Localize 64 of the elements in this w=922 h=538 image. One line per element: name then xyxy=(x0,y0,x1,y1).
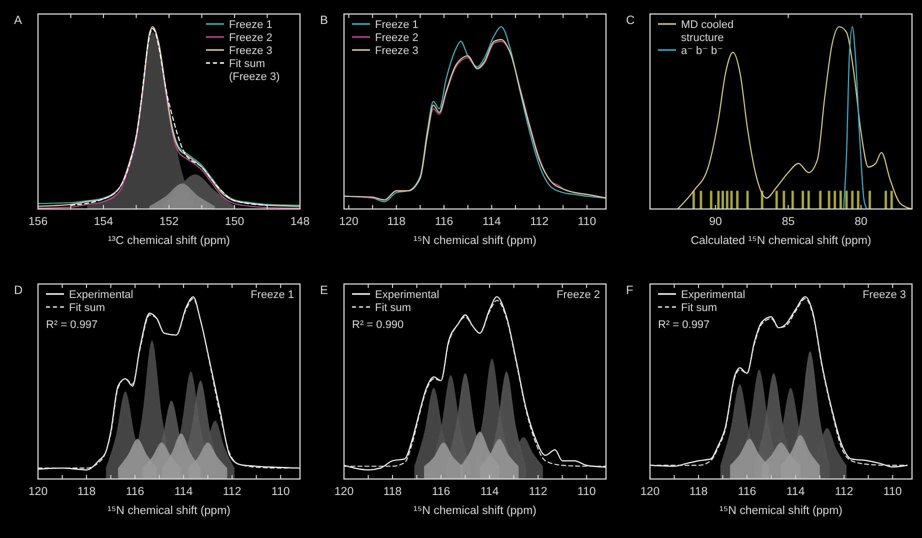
legend-label: a⁻ b⁻ b⁻ xyxy=(681,45,724,57)
x-tick-label: 85 xyxy=(782,216,795,228)
x-tick-label: 112 xyxy=(528,486,548,498)
legend-label: Freeze 3 xyxy=(375,45,418,57)
chart-title: E xyxy=(320,283,328,297)
chart-title: A xyxy=(14,13,22,27)
x-tick-label: 118 xyxy=(77,486,96,498)
x-axis-title: ¹⁵N chemical shift (ppm) xyxy=(720,505,843,517)
x-tick-label: 114 xyxy=(480,486,500,498)
x-tick-label: 118 xyxy=(689,486,708,498)
x-tick-label: 116 xyxy=(432,486,450,498)
legend-label: Freeze 2 xyxy=(375,32,418,44)
x-tick-label: 110 xyxy=(577,486,596,498)
x-tick-label: 152 xyxy=(159,216,179,228)
legend-label: Experimental xyxy=(681,289,746,301)
x-tick-label: 148 xyxy=(290,216,310,228)
x-axis-title: ¹⁵N chemical shift (ppm) xyxy=(414,505,537,517)
annotation: R² = 0.997 xyxy=(46,319,98,331)
x-tick-label: 150 xyxy=(224,216,244,228)
legend-label: Experimental xyxy=(375,289,440,301)
annotation: R² = 0.990 xyxy=(352,319,404,331)
x-tick-label: 110 xyxy=(271,486,290,498)
x-tick-label: 116 xyxy=(126,486,144,498)
x-tick-label: 120 xyxy=(334,486,354,498)
annotation: Freeze 3 xyxy=(862,289,906,301)
x-tick-label: 110 xyxy=(883,486,902,498)
x-axis-title: ¹⁵N chemical shift (ppm) xyxy=(414,235,537,247)
annotation: Freeze 2 xyxy=(556,289,600,301)
x-tick-label: 112 xyxy=(834,486,854,498)
legend-label: Fit sum xyxy=(681,302,718,314)
legend-label: Fit sum xyxy=(69,302,106,314)
x-tick-label: 112 xyxy=(530,216,548,228)
x-tick-label: 110 xyxy=(578,216,596,228)
x-tick-label: 116 xyxy=(738,486,756,498)
chart-title: D xyxy=(14,283,23,297)
legend-label: Fit sum xyxy=(375,302,412,314)
x-tick-label: 120 xyxy=(28,486,48,498)
x-axis-title: ¹³C chemical shift (ppm) xyxy=(108,235,230,247)
chart-title: F xyxy=(626,283,634,297)
legend-label: Freeze 1 xyxy=(375,19,418,31)
annotation: Freeze 1 xyxy=(250,289,294,301)
chart-title: B xyxy=(320,13,328,27)
legend-label: Freeze 3 xyxy=(229,45,272,57)
legend-label: Experimental xyxy=(69,289,134,301)
x-tick-label: 118 xyxy=(387,216,406,228)
chart-title: C xyxy=(626,13,635,27)
x-tick-label: 156 xyxy=(28,216,48,228)
x-tick-label: 114 xyxy=(482,216,502,228)
x-tick-label: 112 xyxy=(222,486,242,498)
x-axis-title: ¹⁵N chemical shift (ppm) xyxy=(108,505,231,517)
x-tick-label: 114 xyxy=(174,486,194,498)
x-tick-label: 114 xyxy=(786,486,806,498)
legend-label: Freeze 2 xyxy=(229,32,272,44)
x-tick-label: 120 xyxy=(339,216,358,228)
x-tick-label: 116 xyxy=(434,216,454,228)
legend-label: Fit sum (Freeze 3) xyxy=(229,58,280,83)
x-axis-title: Calculated ¹⁵N chemical shift (ppm) xyxy=(690,235,872,247)
annotation: R² = 0.997 xyxy=(658,319,710,331)
x-tick-label: 154 xyxy=(94,216,114,228)
x-tick-label: 90 xyxy=(709,216,722,228)
x-tick-label: 80 xyxy=(854,216,868,228)
x-tick-label: 120 xyxy=(640,486,660,498)
legend-label: Freeze 1 xyxy=(229,19,272,31)
x-tick-label: 118 xyxy=(383,486,402,498)
